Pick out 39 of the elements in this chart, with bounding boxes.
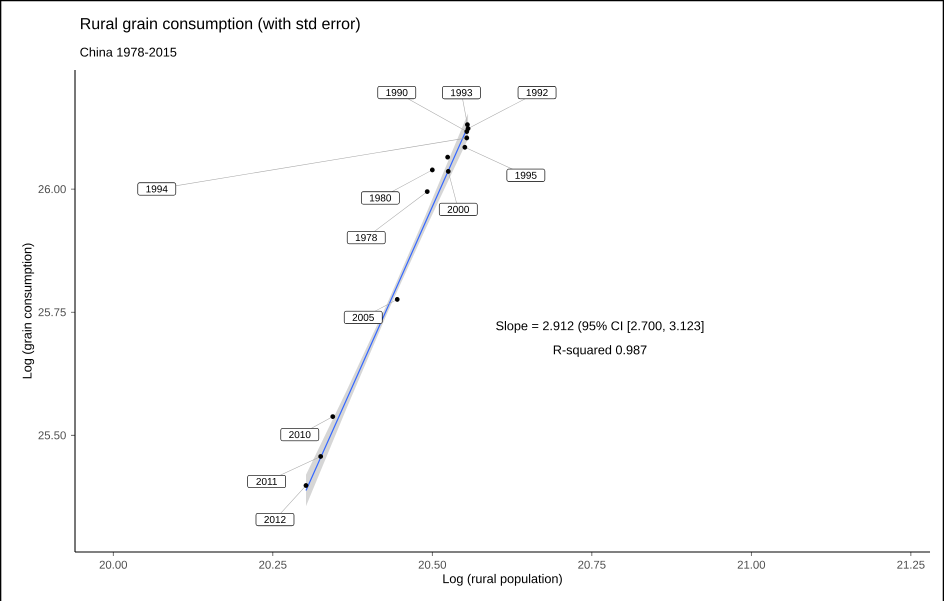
x-tick-label: 21.25 <box>897 560 925 569</box>
x-tick-label: 20.50 <box>418 560 446 569</box>
point <box>424 189 430 194</box>
x-tick-label: 20.25 <box>259 560 287 569</box>
point <box>465 122 470 128</box>
annotation: 1980 <box>370 194 392 202</box>
annotation: 2010 <box>289 431 311 438</box>
point <box>462 144 468 150</box>
point <box>330 414 336 420</box>
y-tick-label: 26.00 <box>38 185 66 194</box>
point <box>445 154 450 160</box>
x-tick-label: 20.75 <box>578 560 606 569</box>
point <box>430 168 435 172</box>
x-tick-label: 21.00 <box>738 560 766 569</box>
y-axis-title: Log (grain consumption) <box>22 244 34 378</box>
annotation: 2005 <box>352 314 374 321</box>
annotation: 2011 <box>256 478 277 486</box>
y-tick-label: 25.75 <box>38 308 66 316</box>
annotation: 1994 <box>146 185 168 192</box>
point <box>304 483 308 488</box>
point <box>318 454 324 459</box>
chart-title: Rural grain consumption (with std error) <box>81 18 360 32</box>
annotation: 2000 <box>448 206 469 213</box>
annotation: 1995 <box>515 172 537 179</box>
annotation: 2012 <box>264 516 286 524</box>
annotation: 1978 <box>356 234 377 242</box>
chart-subtitle: China 1978-2015 <box>80 47 176 57</box>
point <box>394 297 400 302</box>
y-tick-label: 25.50 <box>38 431 66 440</box>
x-axis-title: Log (rural population) <box>443 574 562 586</box>
annotation: 1993 <box>451 89 472 96</box>
annotation: 1992 <box>526 89 548 96</box>
annotation: 1990 <box>386 89 408 96</box>
x-tick-label: 20.00 <box>100 560 128 569</box>
annotation: Slope = 2.912 (95% CI [2.700, 3.123] <box>496 321 704 333</box>
annotation: R-squared 0.987 <box>554 345 647 357</box>
point <box>466 126 470 131</box>
point <box>464 136 470 140</box>
point <box>446 169 451 174</box>
